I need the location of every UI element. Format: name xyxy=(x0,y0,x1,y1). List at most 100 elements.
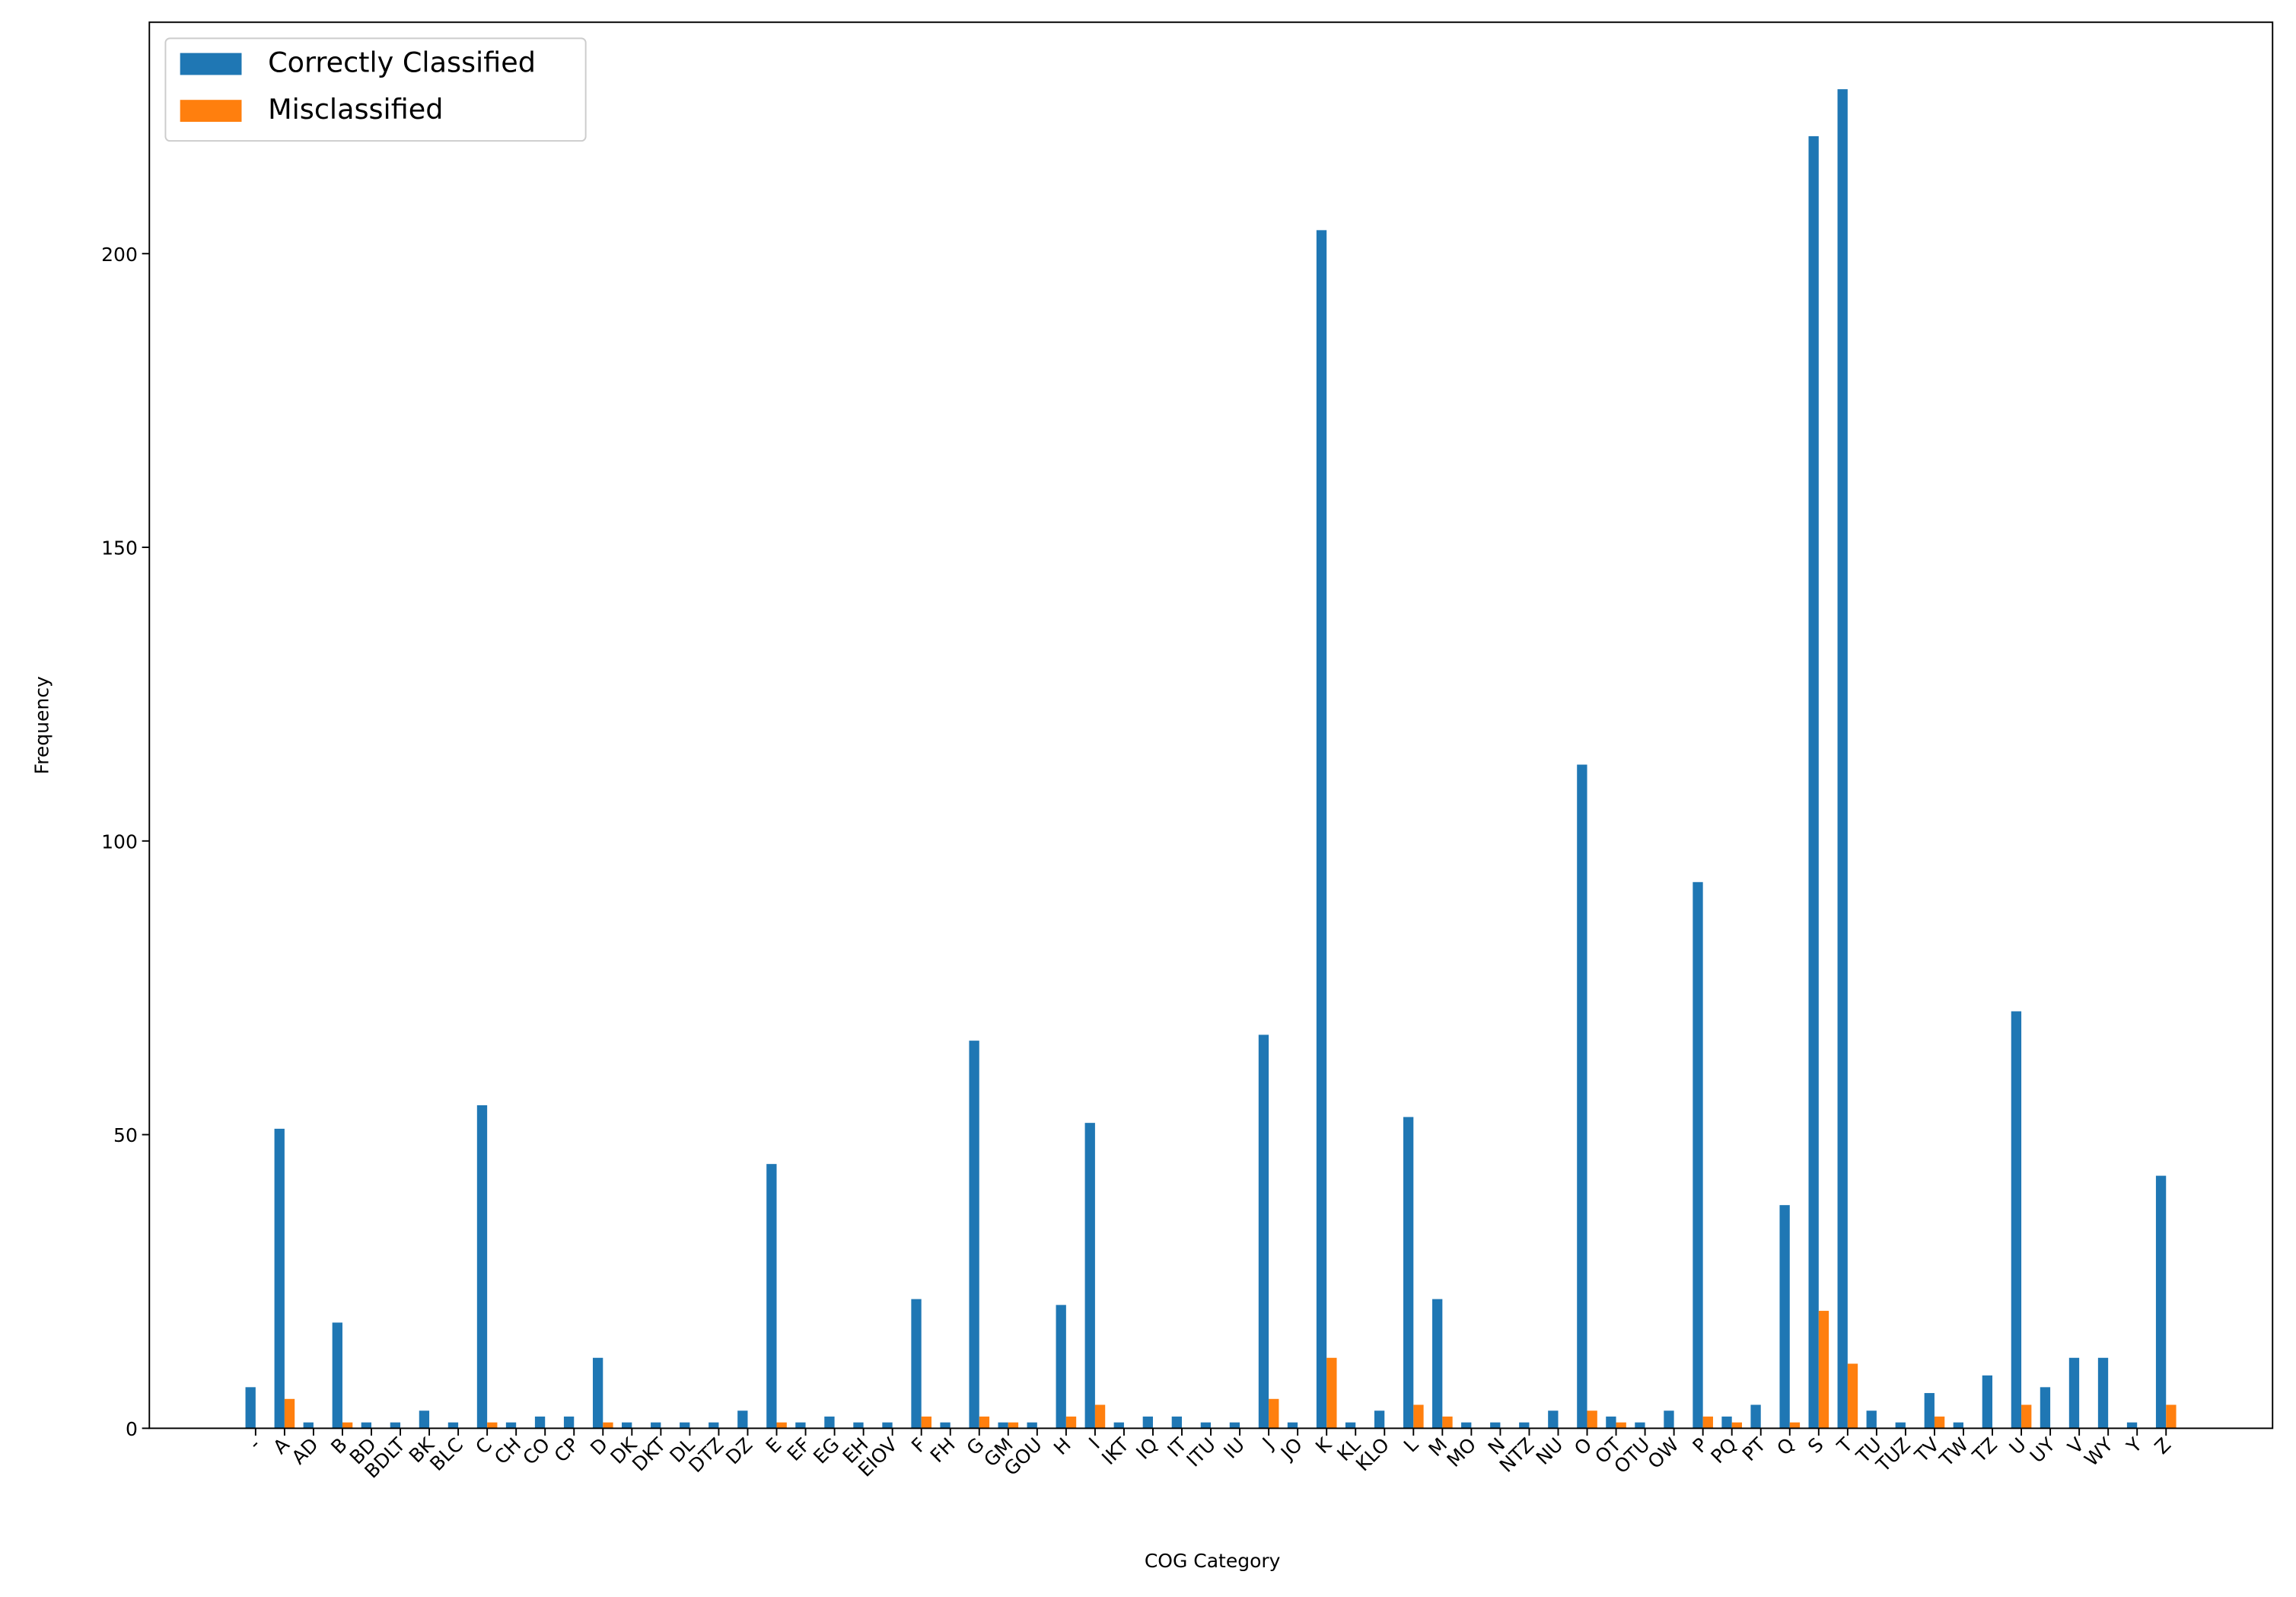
bar xyxy=(245,1387,256,1429)
bar xyxy=(1934,1416,1945,1429)
bar xyxy=(1789,1422,1801,1429)
legend-swatch xyxy=(180,100,242,123)
bar xyxy=(1229,1422,1240,1429)
y-tick-label: 150 xyxy=(101,537,138,559)
bar xyxy=(1113,1422,1124,1429)
bar xyxy=(1837,89,1848,1429)
bar xyxy=(2040,1387,2051,1429)
bar xyxy=(563,1416,575,1429)
bar xyxy=(979,1416,990,1429)
y-axis-label: Frequency xyxy=(30,676,53,774)
legend-swatch xyxy=(180,53,242,75)
bar xyxy=(680,1422,690,1429)
bar xyxy=(1345,1422,1356,1429)
bar xyxy=(969,1041,979,1429)
bar xyxy=(1442,1416,1453,1429)
bar xyxy=(284,1398,295,1429)
bar xyxy=(1587,1411,1597,1429)
bar xyxy=(1693,881,1703,1429)
bar xyxy=(1084,1123,1095,1429)
bar xyxy=(1258,1034,1269,1429)
bar xyxy=(1027,1422,1037,1429)
bar xyxy=(1924,1393,1935,1429)
bar xyxy=(911,1299,922,1429)
bar xyxy=(940,1422,951,1429)
bar xyxy=(1316,230,1327,1429)
bar xyxy=(1577,764,1587,1429)
bar xyxy=(342,1422,353,1429)
x-axis-label: COG Category xyxy=(1145,1550,1281,1572)
legend-label: Misclassified xyxy=(268,93,443,126)
bar xyxy=(1142,1416,1153,1429)
bar xyxy=(1008,1422,1019,1429)
bar xyxy=(1818,1311,1829,1429)
bar xyxy=(1982,1375,1993,1429)
bar xyxy=(1461,1422,1472,1429)
legend-box xyxy=(164,37,587,142)
bar xyxy=(998,1422,1008,1429)
bar xyxy=(776,1422,787,1429)
bar xyxy=(332,1322,342,1429)
bar xyxy=(882,1422,893,1429)
bar xyxy=(592,1357,603,1429)
bar xyxy=(737,1411,748,1429)
legend: Correctly Classified Misclassified xyxy=(164,37,587,142)
bar xyxy=(1664,1411,1674,1429)
bar xyxy=(651,1422,661,1429)
bar xyxy=(1808,135,1819,1429)
plot-frame xyxy=(148,21,2274,1430)
bar xyxy=(1953,1422,1963,1429)
bar xyxy=(622,1422,632,1429)
bar xyxy=(709,1422,719,1429)
bar xyxy=(1432,1299,1443,1429)
bar xyxy=(1548,1411,1559,1429)
bar xyxy=(1779,1205,1790,1429)
bar xyxy=(1171,1416,1183,1429)
bar xyxy=(274,1128,285,1429)
bar xyxy=(2021,1404,2032,1429)
bar xyxy=(2126,1422,2138,1429)
y-tick-label: 100 xyxy=(101,830,138,853)
bar xyxy=(1413,1404,1424,1429)
bar xyxy=(1519,1422,1530,1429)
bar xyxy=(2155,1175,2167,1429)
bar xyxy=(1606,1416,1616,1429)
bar xyxy=(921,1416,931,1429)
bar xyxy=(1056,1305,1066,1429)
bar xyxy=(1702,1416,1713,1429)
bar xyxy=(1374,1411,1385,1429)
bar xyxy=(1847,1363,1858,1429)
bar xyxy=(1616,1422,1626,1429)
y-tick-label: 0 xyxy=(126,1418,138,1440)
bar xyxy=(603,1422,613,1429)
bar xyxy=(1635,1422,1645,1429)
y-tick-label: 200 xyxy=(101,244,138,266)
y-tick-label: 50 xyxy=(113,1124,138,1146)
bar xyxy=(1200,1422,1212,1429)
bar xyxy=(487,1422,498,1429)
bar xyxy=(1094,1404,1106,1429)
bar xyxy=(419,1411,430,1429)
bar xyxy=(824,1416,835,1429)
bar xyxy=(766,1164,777,1429)
bar xyxy=(505,1422,517,1429)
bar xyxy=(795,1422,806,1429)
bar xyxy=(1750,1404,1761,1429)
bar xyxy=(1731,1422,1743,1429)
bar xyxy=(1065,1416,1077,1429)
bar xyxy=(303,1422,314,1429)
bar xyxy=(853,1422,864,1429)
bar xyxy=(1326,1357,1337,1429)
bar xyxy=(476,1105,488,1429)
bar xyxy=(390,1422,401,1429)
bar xyxy=(1269,1398,1279,1429)
bar xyxy=(1490,1422,1501,1429)
bar xyxy=(361,1422,371,1429)
bar xyxy=(1895,1422,1906,1429)
bar xyxy=(1403,1117,1414,1429)
bar xyxy=(534,1416,546,1429)
bar xyxy=(1866,1411,1877,1429)
